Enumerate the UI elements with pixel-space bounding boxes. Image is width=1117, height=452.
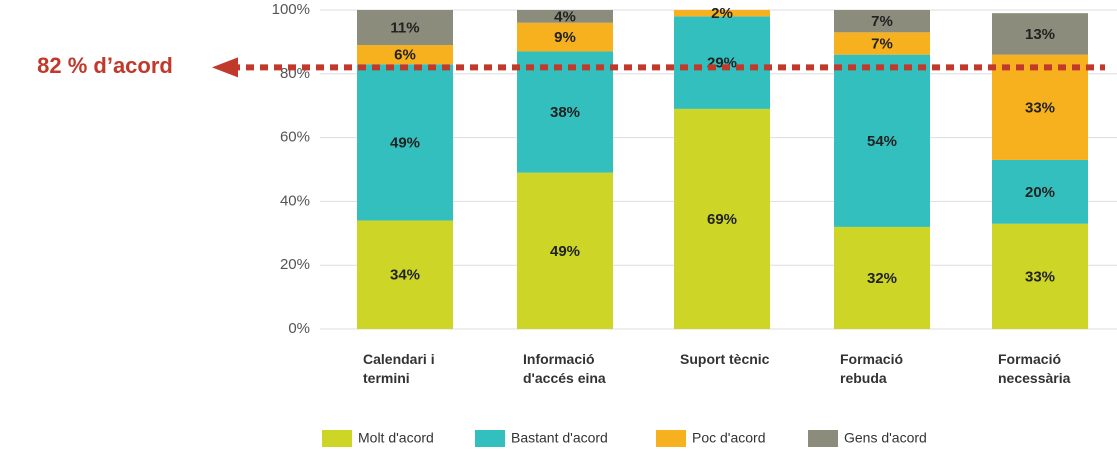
data-label: 54%: [867, 133, 897, 150]
bar-segment: [517, 51, 613, 173]
bar-segment: [834, 54, 930, 227]
bar-segment: [992, 223, 1088, 329]
y-tick-label: 60%: [280, 129, 310, 146]
bar-segment: [517, 22, 613, 52]
legend-swatch: [322, 430, 352, 447]
data-label: 9%: [554, 29, 576, 46]
data-label: 69%: [707, 211, 737, 228]
x-tick-label: Formació rebuda: [840, 351, 904, 386]
data-label: 32%: [867, 270, 897, 287]
bar-segment: [992, 159, 1088, 224]
bar-segment: [357, 10, 453, 46]
bar-segment: [357, 220, 453, 329]
bar-segment: [357, 45, 453, 65]
data-label: 38%: [550, 104, 580, 121]
bar-segment: [834, 32, 930, 55]
bar-segment: [834, 10, 930, 33]
y-tick-label: 0%: [288, 320, 310, 337]
data-label: 13%: [1025, 26, 1055, 43]
bar-segment: [834, 226, 930, 329]
bar-segment: [674, 16, 770, 109]
data-label: 7%: [871, 35, 893, 52]
data-label: 11%: [390, 20, 419, 37]
bar-segment: [992, 13, 1088, 55]
data-label: 33%: [1025, 268, 1055, 285]
data-label: 49%: [550, 243, 580, 260]
bar-segment: [674, 108, 770, 329]
legend-swatch: [475, 430, 505, 447]
x-tick-label: Suport tècnic: [680, 351, 770, 367]
bar-segment: [517, 172, 613, 329]
legend-label: Poc d'acord: [692, 430, 766, 446]
legend-label: Bastant d'acord: [511, 430, 608, 446]
y-tick-label: 100%: [272, 1, 310, 18]
x-tick-label: Calendari i termini: [363, 351, 435, 386]
legend-label: Gens d'acord: [844, 430, 927, 446]
data-label: 20%: [1025, 184, 1055, 201]
data-label: 2%: [711, 5, 733, 22]
data-label: 34%: [390, 267, 420, 284]
x-tick-label: Formació necessària: [998, 351, 1071, 386]
data-label: 4%: [554, 8, 576, 25]
y-tick-label: 20%: [280, 256, 310, 273]
data-label: 33%: [1025, 99, 1055, 116]
x-tick-label: Informació d'accés eina: [523, 351, 606, 386]
data-label: 7%: [871, 13, 893, 30]
data-label: 49%: [390, 134, 420, 151]
legend-label: Molt d'acord: [358, 430, 434, 446]
annotation-arrow: [212, 57, 238, 78]
data-label: 6%: [394, 47, 416, 64]
y-tick-label: 40%: [280, 192, 310, 209]
legend-swatch: [656, 430, 686, 447]
bar-segment: [357, 64, 453, 221]
annotation-label: 82 % d’acord: [37, 53, 173, 78]
bar-segment: [992, 54, 1088, 160]
legend-swatch: [808, 430, 838, 447]
bar-segment: [517, 10, 613, 23]
bar-segment: [674, 10, 770, 17]
